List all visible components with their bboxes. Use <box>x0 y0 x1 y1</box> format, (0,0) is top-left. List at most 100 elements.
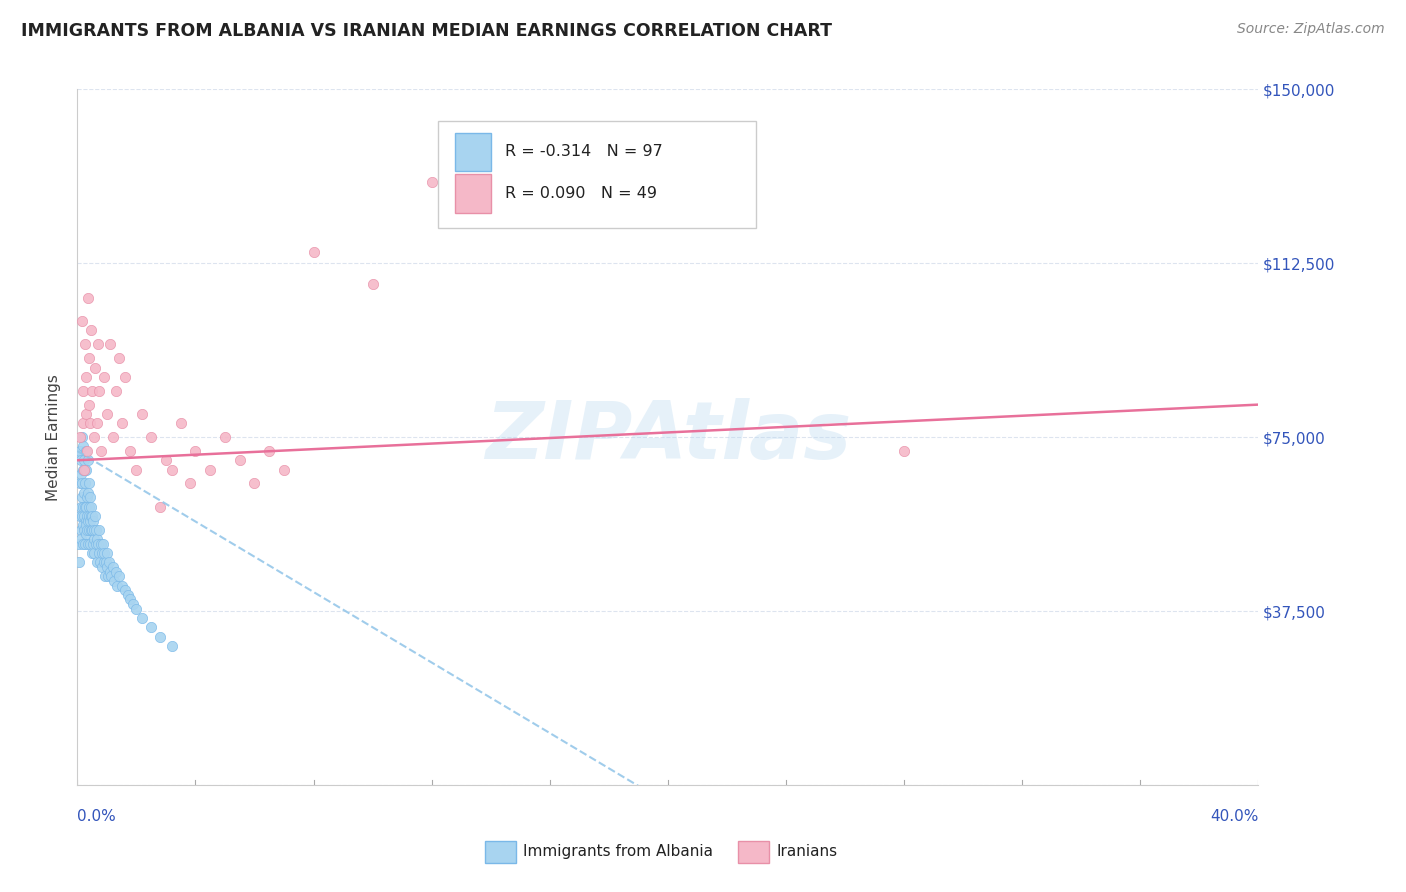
Point <box>90 444 112 458</box>
Point <box>70 500 93 514</box>
Text: Immigrants from Albania: Immigrants from Albania <box>523 845 713 859</box>
Point <box>83 532 105 546</box>
Point <box>70 508 93 523</box>
Point <box>107 569 129 583</box>
Point <box>141 620 163 634</box>
Point <box>76 453 98 467</box>
Text: R = 0.090   N = 49: R = 0.090 N = 49 <box>505 186 657 201</box>
Point <box>149 630 172 644</box>
Point <box>72 416 94 430</box>
Text: ZIPAtlas: ZIPAtlas <box>485 398 851 476</box>
Point <box>98 555 121 569</box>
Point <box>214 430 236 444</box>
Point <box>104 565 127 579</box>
Point <box>70 491 93 505</box>
Point <box>91 537 114 551</box>
Point <box>76 444 98 458</box>
FancyBboxPatch shape <box>456 133 491 171</box>
Point <box>69 523 91 537</box>
Point <box>75 476 97 491</box>
Point <box>70 314 93 328</box>
Point <box>79 537 101 551</box>
Point <box>160 462 183 476</box>
Point <box>114 369 136 384</box>
Point <box>86 416 108 430</box>
Point <box>131 611 153 625</box>
Point <box>89 555 111 569</box>
Point <box>259 444 281 458</box>
Point <box>72 500 94 514</box>
Point <box>73 462 96 476</box>
Point <box>82 537 104 551</box>
Point <box>93 546 115 560</box>
Point <box>76 523 98 537</box>
Point <box>228 453 252 467</box>
Point <box>72 518 94 533</box>
Point <box>131 407 153 421</box>
Point <box>105 578 128 592</box>
Point <box>76 291 98 305</box>
Point <box>84 360 107 375</box>
Point <box>420 175 443 189</box>
Point <box>90 537 112 551</box>
Point <box>69 449 91 463</box>
Point <box>273 462 295 476</box>
Point <box>82 523 104 537</box>
Point <box>122 597 145 611</box>
Point <box>87 546 110 560</box>
Point <box>75 514 97 528</box>
Point <box>69 430 91 444</box>
Point <box>117 588 139 602</box>
Point <box>84 523 107 537</box>
Point <box>73 523 96 537</box>
Text: IMMIGRANTS FROM ALBANIA VS IRANIAN MEDIAN EARNINGS CORRELATION CHART: IMMIGRANTS FROM ALBANIA VS IRANIAN MEDIA… <box>21 22 832 40</box>
Point <box>893 444 915 458</box>
Point <box>69 444 91 458</box>
Text: 40.0%: 40.0% <box>1211 809 1258 823</box>
Point <box>77 523 100 537</box>
Point <box>84 508 107 523</box>
Point <box>98 337 121 351</box>
Point <box>107 351 129 366</box>
Point <box>73 337 96 351</box>
Point <box>73 537 96 551</box>
Point <box>103 574 125 588</box>
Point <box>89 384 111 398</box>
Point <box>70 430 93 444</box>
Point <box>87 337 110 351</box>
Point <box>93 369 115 384</box>
Point <box>89 523 111 537</box>
Point <box>75 369 97 384</box>
Point <box>97 569 120 583</box>
Point <box>77 398 100 412</box>
Point <box>100 569 122 583</box>
Point <box>141 430 163 444</box>
Point <box>111 578 132 592</box>
Point <box>84 537 107 551</box>
Point <box>83 523 105 537</box>
Point <box>96 407 118 421</box>
Point <box>72 485 94 500</box>
Point <box>302 244 325 259</box>
Point <box>75 462 97 476</box>
Point <box>67 555 90 569</box>
Point <box>82 514 104 528</box>
Point <box>72 384 94 398</box>
Point <box>77 476 100 491</box>
Text: Source: ZipAtlas.com: Source: ZipAtlas.com <box>1237 22 1385 37</box>
Point <box>120 444 142 458</box>
Point <box>87 537 110 551</box>
Point <box>76 518 98 533</box>
Y-axis label: Median Earnings: Median Earnings <box>46 374 62 500</box>
Point <box>79 514 101 528</box>
Point <box>69 476 91 491</box>
Point <box>79 508 101 523</box>
Point <box>73 462 96 476</box>
Point <box>73 500 96 514</box>
Point <box>77 500 100 514</box>
Point <box>160 639 183 653</box>
FancyBboxPatch shape <box>456 175 491 212</box>
Point <box>114 583 136 598</box>
Point <box>104 384 127 398</box>
Point <box>111 416 132 430</box>
